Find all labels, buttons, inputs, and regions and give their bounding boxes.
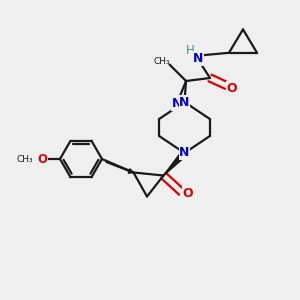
Text: O: O <box>182 187 193 200</box>
Text: H: H <box>185 44 194 57</box>
Text: N: N <box>179 95 190 109</box>
Text: N: N <box>179 146 190 160</box>
Text: CH₃: CH₃ <box>154 57 170 66</box>
Text: N: N <box>193 52 203 65</box>
Text: O: O <box>226 82 237 95</box>
Polygon shape <box>164 151 187 175</box>
Text: CH₃: CH₃ <box>16 154 33 164</box>
Polygon shape <box>128 169 134 173</box>
Text: O: O <box>37 152 47 166</box>
Text: N: N <box>172 97 182 110</box>
